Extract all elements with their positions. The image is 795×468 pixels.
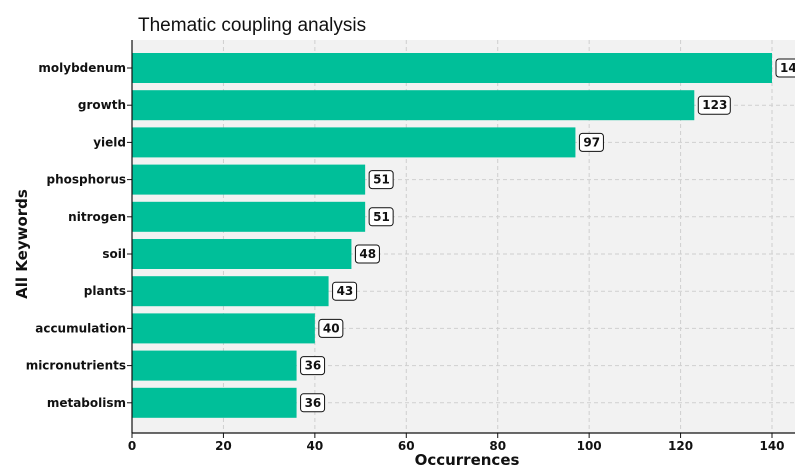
y-tick-label: nitrogen bbox=[68, 210, 126, 224]
x-tick-label: 100 bbox=[577, 439, 602, 453]
x-tick-label: 20 bbox=[215, 439, 232, 453]
data-label: 51 bbox=[373, 210, 390, 224]
data-label: 97 bbox=[583, 135, 600, 149]
y-tick-label: accumulation bbox=[35, 321, 126, 335]
data-label: 14 bbox=[780, 61, 795, 75]
x-tick-label: 140 bbox=[759, 439, 784, 453]
x-tick-label: 120 bbox=[668, 439, 693, 453]
data-label: 40 bbox=[323, 321, 340, 335]
data-label: 123 bbox=[702, 98, 727, 112]
y-tick-labels: molybdenum growth yield phosphorus nitrogen s… bbox=[26, 61, 132, 410]
y-tick-label: soil bbox=[102, 247, 126, 261]
bar-plants bbox=[132, 276, 329, 307]
x-axis-label: Occurrences bbox=[415, 451, 520, 468]
bar-nitrogen bbox=[132, 201, 366, 232]
bar-metabolism bbox=[132, 387, 297, 418]
data-label-box bbox=[300, 393, 326, 413]
bar-growth bbox=[132, 90, 695, 121]
bar-micronutrients bbox=[132, 350, 297, 381]
bar-accumulation bbox=[132, 313, 315, 344]
data-labels: 14 123 97 51 51 48 43 40 36 36 bbox=[300, 58, 795, 413]
bar-phosphorus bbox=[132, 164, 366, 195]
x-tick-label: 60 bbox=[398, 439, 415, 453]
bar-soil bbox=[132, 239, 352, 269]
data-label-box bbox=[318, 318, 344, 338]
data-label: 43 bbox=[337, 284, 354, 298]
x-tick-label: 0 bbox=[128, 439, 136, 453]
y-tick-label: yield bbox=[93, 135, 126, 149]
data-label: 51 bbox=[373, 173, 390, 187]
data-label-box bbox=[354, 244, 380, 264]
x-ticks: 0 20 40 60 80 100 120 140 bbox=[128, 433, 785, 453]
data-label-box bbox=[368, 170, 394, 190]
y-axis-label: All Keywords bbox=[13, 189, 31, 299]
chart-title: Thematic coupling analysis bbox=[138, 15, 366, 36]
bars bbox=[132, 53, 772, 418]
data-label-box bbox=[697, 95, 731, 115]
y-tick-label: phosphorus bbox=[47, 173, 127, 187]
data-label: 48 bbox=[359, 247, 376, 261]
bar-yield bbox=[132, 127, 576, 158]
y-tick-label: plants bbox=[84, 284, 126, 298]
data-label: 36 bbox=[305, 396, 322, 410]
data-label: 36 bbox=[305, 359, 322, 373]
data-label-box bbox=[775, 58, 795, 78]
bar-molybdenum bbox=[132, 53, 772, 83]
data-label-box bbox=[578, 132, 604, 152]
data-label-box bbox=[332, 281, 358, 301]
y-tick-label: growth bbox=[78, 98, 126, 112]
y-tick-label: micronutrients bbox=[26, 359, 126, 373]
x-tick-label: 80 bbox=[489, 439, 506, 453]
y-tick-label: molybdenum bbox=[38, 61, 126, 75]
y-tick-label: metabolism bbox=[47, 396, 126, 410]
data-label-box bbox=[300, 356, 326, 376]
data-label-box bbox=[368, 207, 394, 227]
x-tick-label: 40 bbox=[307, 439, 324, 453]
